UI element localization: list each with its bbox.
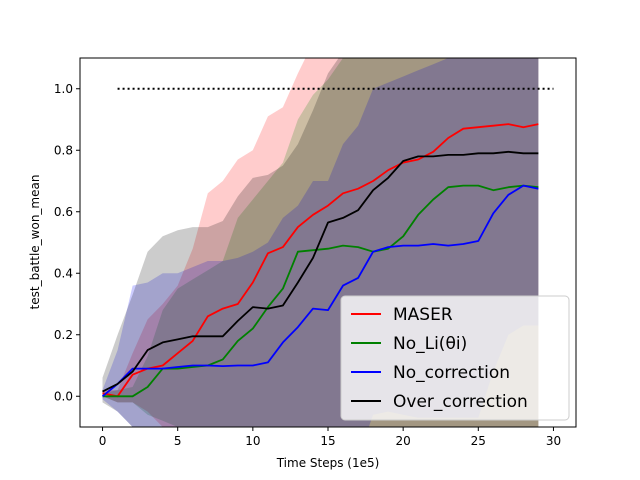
y-tick-label: 0.0 xyxy=(54,389,73,403)
line-no-correction xyxy=(101,184,539,397)
y-axis-label: test_battle_won_mean xyxy=(28,175,42,310)
x-tick-label: 15 xyxy=(320,434,335,448)
y-tick-label: 0.4 xyxy=(54,266,73,280)
legend: MASER No_Li(θi) No_correction Over_correcti… xyxy=(340,295,570,421)
y-tick-label: 0.6 xyxy=(54,205,73,219)
line-maser xyxy=(102,123,539,398)
legend-label: Over_correction xyxy=(393,392,528,412)
x-tick-label: 0 xyxy=(99,434,107,448)
y-tick-label: 1.0 xyxy=(54,82,73,96)
legend-box xyxy=(340,295,570,421)
x-tick-label: 5 xyxy=(174,434,182,448)
x-axis-label: Time Steps (1e5) xyxy=(276,456,380,470)
line-over-correction xyxy=(102,150,539,393)
x-axis-ticks: 0 5 10 15 20 25 30 xyxy=(99,427,561,448)
x-tick-label: 20 xyxy=(396,434,411,448)
x-tick-label: 10 xyxy=(245,434,260,448)
line-no-li-i- xyxy=(102,184,539,398)
x-tick-label: 30 xyxy=(546,434,561,448)
series-lines xyxy=(101,123,539,398)
legend-label: MASER xyxy=(393,305,453,325)
y-axis-ticks: 0.0 0.2 0.4 0.6 0.8 1.0 xyxy=(54,82,80,403)
legend-label: No_correction xyxy=(393,363,510,383)
x-tick-label: 25 xyxy=(471,434,486,448)
y-tick-label: 0.8 xyxy=(54,143,73,157)
y-tick-label: 0.2 xyxy=(54,328,73,342)
legend-label: No_Li(θi) xyxy=(393,334,467,354)
